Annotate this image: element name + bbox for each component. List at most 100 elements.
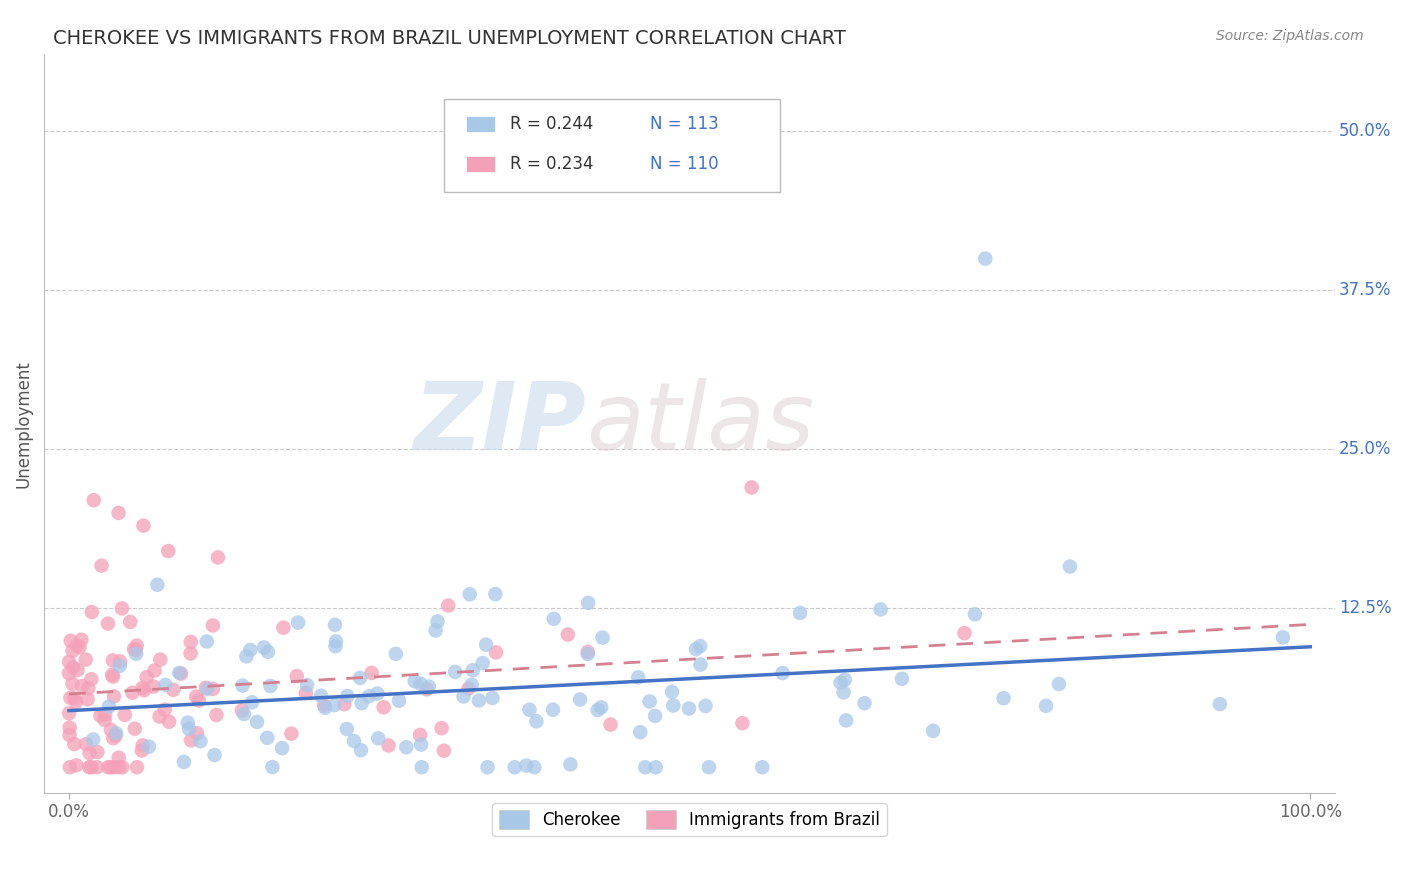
Cherokee <box>576 647 599 661</box>
Immigrants from Brazil <box>70 679 93 693</box>
Cherokee <box>662 698 685 713</box>
Immigrants from Brazil <box>186 726 208 740</box>
Cherokee <box>591 700 613 714</box>
Cherokee <box>343 734 366 748</box>
Immigrants from Brazil <box>89 708 111 723</box>
Immigrants from Brazil <box>75 737 97 751</box>
Y-axis label: Unemployment: Unemployment <box>15 360 32 488</box>
Cherokee <box>177 715 200 730</box>
Immigrants from Brazil <box>457 681 479 696</box>
Immigrants from Brazil <box>205 708 228 723</box>
Text: N = 113: N = 113 <box>650 115 718 133</box>
Immigrants from Brazil <box>58 666 80 681</box>
Immigrants from Brazil <box>132 518 155 533</box>
Cherokee <box>661 685 683 699</box>
Cherokee <box>830 675 852 690</box>
Immigrants from Brazil <box>66 663 89 677</box>
Text: N = 110: N = 110 <box>650 155 718 173</box>
Immigrants from Brazil <box>66 639 89 653</box>
Immigrants from Brazil <box>333 697 356 711</box>
Immigrants from Brazil <box>63 737 86 751</box>
Immigrants from Brazil <box>415 682 437 697</box>
Cherokee <box>404 674 426 689</box>
Cherokee <box>426 615 449 629</box>
Immigrants from Brazil <box>63 691 86 706</box>
Immigrants from Brazil <box>101 670 124 684</box>
Cherokee <box>484 587 506 601</box>
Immigrants from Brazil <box>131 739 153 753</box>
Cherokee <box>1059 559 1081 574</box>
Cherokee <box>453 690 475 704</box>
Immigrants from Brazil <box>153 703 176 717</box>
Cherokee <box>190 734 212 748</box>
Immigrants from Brazil <box>79 746 101 760</box>
Cherokee <box>177 722 200 736</box>
Immigrants from Brazil <box>180 647 202 661</box>
Immigrants from Brazil <box>162 682 184 697</box>
Immigrants from Brazil <box>75 652 97 666</box>
Cherokee <box>257 645 280 659</box>
Cherokee <box>834 673 856 687</box>
Immigrants from Brazil <box>103 731 125 746</box>
Immigrants from Brazil <box>86 745 108 759</box>
Cherokee <box>195 634 218 648</box>
FancyBboxPatch shape <box>467 116 495 132</box>
Cherokee <box>689 639 711 653</box>
Cherokee <box>1047 677 1070 691</box>
Cherokee <box>515 758 537 772</box>
Cherokee <box>586 703 609 717</box>
Cherokee <box>349 671 371 685</box>
Immigrants from Brazil <box>79 760 101 774</box>
Cherokee <box>519 703 541 717</box>
Cherokee <box>678 701 700 715</box>
Cherokee <box>155 678 177 692</box>
Immigrants from Brazil <box>741 480 763 494</box>
Immigrants from Brazil <box>122 642 145 657</box>
Immigrants from Brazil <box>62 677 84 691</box>
Cherokee <box>689 657 711 672</box>
Cherokee <box>357 690 380 704</box>
Text: 37.5%: 37.5% <box>1339 281 1392 300</box>
Cherokee <box>526 714 548 729</box>
Immigrants from Brazil <box>69 640 91 654</box>
Cherokee <box>240 695 263 709</box>
Immigrants from Brazil <box>107 750 129 764</box>
Cherokee <box>974 252 997 266</box>
Immigrants from Brazil <box>101 653 124 667</box>
Immigrants from Brazil <box>62 644 84 658</box>
Cherokee <box>638 694 661 708</box>
Immigrants from Brazil <box>180 733 202 747</box>
Cherokee <box>890 672 912 686</box>
Immigrants from Brazil <box>295 686 318 700</box>
Cherokee <box>543 612 565 626</box>
Cherokee <box>1209 697 1232 711</box>
Cherokee <box>350 743 373 757</box>
Cherokee <box>751 760 773 774</box>
Cherokee <box>239 643 262 657</box>
Immigrants from Brazil <box>194 681 217 695</box>
Cherokee <box>233 706 256 721</box>
Cherokee <box>644 709 666 723</box>
Legend: Cherokee, Immigrants from Brazil: Cherokee, Immigrants from Brazil <box>492 804 887 836</box>
Immigrants from Brazil <box>125 760 148 774</box>
Cherokee <box>471 656 494 670</box>
Immigrants from Brazil <box>157 544 180 558</box>
Cherokee <box>138 739 160 754</box>
Immigrants from Brazil <box>180 635 202 649</box>
Cherokee <box>922 723 945 738</box>
Immigrants from Brazil <box>132 683 155 698</box>
Immigrants from Brazil <box>108 760 131 774</box>
Immigrants from Brazil <box>103 690 125 704</box>
Immigrants from Brazil <box>62 660 84 674</box>
Immigrants from Brazil <box>148 709 170 723</box>
Text: 12.5%: 12.5% <box>1339 599 1392 617</box>
Immigrants from Brazil <box>131 681 153 695</box>
Cherokee <box>461 663 484 677</box>
Cherokee <box>477 760 499 774</box>
Cherokee <box>195 681 218 696</box>
Immigrants from Brazil <box>111 760 134 774</box>
Cherokee <box>253 640 276 655</box>
Immigrants from Brazil <box>485 645 508 659</box>
Immigrants from Brazil <box>59 690 82 705</box>
Cherokee <box>295 678 318 692</box>
